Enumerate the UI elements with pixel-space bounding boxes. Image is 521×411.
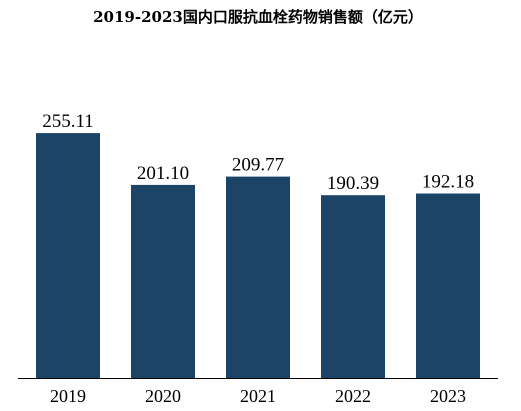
x-tick-label-2020: 2020: [145, 386, 181, 406]
data-label-2023: 192.18: [422, 172, 474, 193]
data-label-2021: 209.77: [232, 155, 284, 176]
bar-2022: [321, 195, 385, 378]
bar-2019: [36, 133, 100, 378]
bar-2023: [416, 193, 480, 378]
bars-group: [36, 133, 480, 378]
data-label-2022: 190.39: [327, 173, 379, 194]
data-label-2020: 201.10: [137, 163, 189, 184]
value-labels-group: 255.11 201.10 209.77 190.39 192.18: [42, 111, 474, 194]
data-label-2019: 255.11: [42, 111, 94, 132]
x-tick-label-2019: 2019: [50, 386, 86, 406]
x-tick-label-2021: 2021: [240, 386, 276, 406]
bar-2020: [131, 184, 195, 378]
bar-2021: [226, 176, 290, 378]
x-tick-label-2022: 2022: [335, 386, 371, 406]
chart-title: 2019-2023国内口服抗血栓药物销售额（亿元）: [93, 8, 423, 26]
x-tick-label-2023: 2023: [430, 386, 466, 406]
x-tick-labels-group: 2019 2020 2021 2022 2023: [50, 386, 466, 406]
